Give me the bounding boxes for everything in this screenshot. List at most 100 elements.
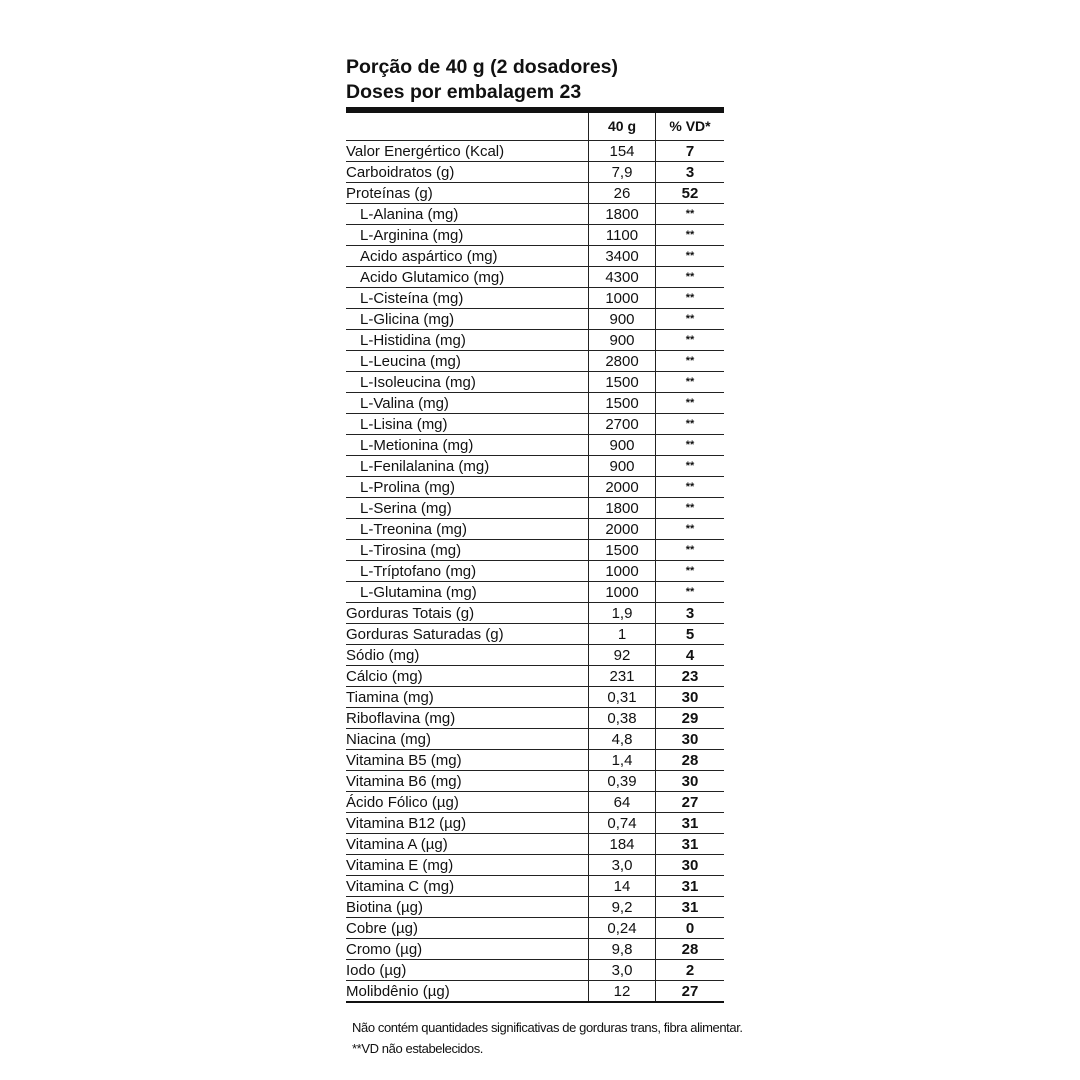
nutrient-name: Gorduras Saturadas (g)	[346, 623, 589, 645]
nutrient-amount: 1000	[588, 287, 656, 309]
column-header-amount: 40 g	[588, 113, 656, 141]
table-row: Gorduras Saturadas (g) 1 5	[346, 623, 724, 645]
table-row: L-Cisteína (mg) 1000 **	[346, 287, 724, 309]
nutrient-name: Cobre (µg)	[346, 917, 589, 939]
nutrient-name: Ácido Fólico (µg)	[346, 791, 589, 813]
nutrient-name: L-Serina (mg)	[346, 497, 589, 519]
nutrient-amount: 184	[588, 833, 656, 855]
table-row: Niacina (mg) 4,8 30	[346, 728, 724, 750]
table-row: Ácido Fólico (µg) 64 27	[346, 791, 724, 813]
nutrient-name: L-Prolina (mg)	[346, 476, 589, 498]
nutrient-amount: 900	[588, 329, 656, 351]
nutrient-amount: 1800	[588, 203, 656, 225]
footnotes: Não contém quantidades significativas de…	[352, 1017, 743, 1059]
nutrient-name: L-Cisteína (mg)	[346, 287, 589, 309]
table-row: Proteínas (g) 26 52	[346, 182, 724, 204]
nutrient-amount: 1	[588, 623, 656, 645]
nutrient-vd: **	[655, 287, 724, 309]
nutrient-amount: 231	[588, 665, 656, 687]
nutrient-amount: 2800	[588, 350, 656, 372]
nutrient-vd: **	[655, 329, 724, 351]
nutrient-vd: 31	[655, 896, 724, 918]
table-row: L-Tríptofano (mg) 1000 **	[346, 560, 724, 582]
nutrient-vd: 5	[655, 623, 724, 645]
nutrient-name: Gorduras Totais (g)	[346, 602, 589, 624]
nutrient-name: Niacina (mg)	[346, 728, 589, 750]
nutrient-name: Sódio (mg)	[346, 644, 589, 666]
nutrient-amount: 0,24	[588, 917, 656, 939]
nutrient-amount: 1,9	[588, 602, 656, 624]
nutrient-vd: 27	[655, 980, 724, 1003]
nutrient-amount: 0,74	[588, 812, 656, 834]
nutrient-name: Carboidratos (g)	[346, 161, 589, 183]
nutrient-name: Cálcio (mg)	[346, 665, 589, 687]
nutrient-name: Vitamina E (mg)	[346, 854, 589, 876]
doses-per-package: Doses por embalagem 23	[346, 81, 582, 103]
nutrient-name: Vitamina C (mg)	[346, 875, 589, 897]
nutrient-amount: 0,39	[588, 770, 656, 792]
nutrient-amount: 9,8	[588, 938, 656, 960]
table-row: L-Valina (mg) 1500 **	[346, 392, 724, 414]
nutrient-vd: **	[655, 455, 724, 477]
nutrient-vd: **	[655, 371, 724, 393]
nutrient-name: L-Glutamina (mg)	[346, 581, 589, 603]
table-row: L-Isoleucina (mg) 1500 **	[346, 371, 724, 393]
table-row: Vitamina B6 (mg) 0,39 30	[346, 770, 724, 792]
nutrient-amount: 2000	[588, 518, 656, 540]
nutrient-name: Tiamina (mg)	[346, 686, 589, 708]
nutrient-amount: 9,2	[588, 896, 656, 918]
table-row: Vitamina B12 (µg) 0,74 31	[346, 812, 724, 834]
nutrient-amount: 0,38	[588, 707, 656, 729]
nutrient-vd: **	[655, 497, 724, 519]
nutrient-name: Acido Glutamico (mg)	[346, 266, 589, 288]
nutrient-amount: 154	[588, 140, 656, 162]
table-row: Vitamina A (µg) 184 31	[346, 833, 724, 855]
nutrient-amount: 1500	[588, 539, 656, 561]
nutrient-name: L-Treonina (mg)	[346, 518, 589, 540]
nutrient-vd: **	[655, 350, 724, 372]
nutrient-vd: **	[655, 224, 724, 246]
nutrition-label: Porção de 40 g (2 dosadores) Doses por e…	[346, 55, 743, 1059]
table-row: L-Fenilalanina (mg) 900 **	[346, 455, 724, 477]
nutrient-vd: 31	[655, 875, 724, 897]
table-row: L-Glicina (mg) 900 **	[346, 308, 724, 330]
nutrient-amount: 2700	[588, 413, 656, 435]
nutrient-name: L-Alanina (mg)	[346, 203, 589, 225]
table-header-row: 40 g % VD*	[346, 113, 724, 141]
nutrient-name: L-Leucina (mg)	[346, 350, 589, 372]
nutrient-vd: 30	[655, 770, 724, 792]
nutrient-vd: **	[655, 245, 724, 267]
nutrient-vd: 27	[655, 791, 724, 813]
nutrient-name: L-Fenilalanina (mg)	[346, 455, 589, 477]
nutrient-name: L-Glicina (mg)	[346, 308, 589, 330]
table-row: Vitamina B5 (mg) 1,4 28	[346, 749, 724, 771]
nutrient-vd: 7	[655, 140, 724, 162]
nutrient-name: L-Valina (mg)	[346, 392, 589, 414]
table-row: Gorduras Totais (g) 1,9 3	[346, 602, 724, 624]
nutrient-vd: **	[655, 560, 724, 582]
nutrient-name: Acido aspártico (mg)	[346, 245, 589, 267]
table-row: L-Prolina (mg) 2000 **	[346, 476, 724, 498]
table-row: L-Histidina (mg) 900 **	[346, 329, 724, 351]
nutrient-vd: **	[655, 476, 724, 498]
nutrient-amount: 900	[588, 434, 656, 456]
nutrient-name: Proteínas (g)	[346, 182, 589, 204]
nutrient-vd: 23	[655, 665, 724, 687]
table-row: Acido Glutamico (mg) 4300 **	[346, 266, 724, 288]
nutrient-vd: 31	[655, 833, 724, 855]
footnote-trans-fat: Não contém quantidades significativas de…	[352, 1020, 743, 1035]
nutrient-name: Cromo (µg)	[346, 938, 589, 960]
nutrient-vd: **	[655, 518, 724, 540]
table-row: L-Arginina (mg) 1100 **	[346, 224, 724, 246]
nutrient-amount: 3,0	[588, 959, 656, 981]
nutrient-vd: **	[655, 266, 724, 288]
table-row: L-Tirosina (mg) 1500 **	[346, 539, 724, 561]
table-row: Acido aspártico (mg) 3400 **	[346, 245, 724, 267]
table-row: L-Glutamina (mg) 1000 **	[346, 581, 724, 603]
nutrient-vd: 4	[655, 644, 724, 666]
table-row: Cálcio (mg) 231 23	[346, 665, 724, 687]
nutrient-amount: 7,9	[588, 161, 656, 183]
nutrient-name: Molibdênio (µg)	[346, 980, 589, 1003]
nutrient-vd: 28	[655, 938, 724, 960]
nutrient-amount: 900	[588, 455, 656, 477]
